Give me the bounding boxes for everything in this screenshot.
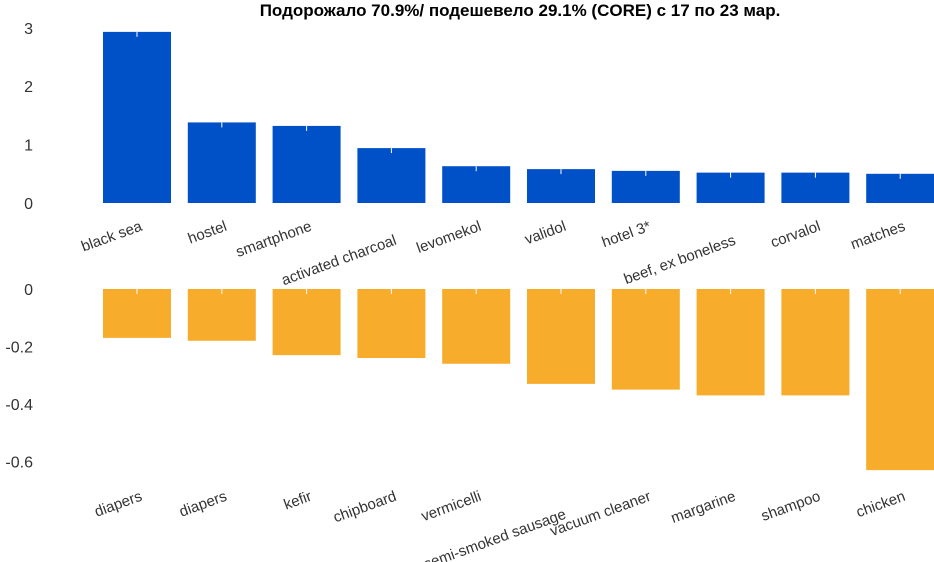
bar [272, 125, 341, 203]
bar [527, 169, 595, 203]
category-label: smartphone [234, 218, 314, 261]
category-label: activated charcoal [279, 232, 398, 289]
bar [272, 289, 341, 356]
bar [187, 289, 256, 341]
bar [357, 289, 426, 358]
category-label: kefir [282, 488, 314, 514]
y-tick-label: 0 [24, 196, 33, 213]
bar [781, 172, 850, 203]
bar [611, 289, 680, 390]
category-label: levomekol [414, 218, 483, 257]
category-label: corvalol [768, 218, 822, 252]
y-tick-label: 2 [24, 79, 33, 96]
category-label: hostel [186, 218, 229, 248]
bar [103, 289, 171, 338]
y-tick-label: -0.2 [5, 340, 33, 357]
bar [442, 166, 511, 203]
bar [187, 122, 256, 203]
y-tick-label: -0.4 [5, 397, 33, 414]
y-tick-label: -0.6 [5, 455, 33, 472]
bar [103, 31, 171, 203]
category-label: matches [848, 218, 907, 253]
category-label: beef, ex boneless [622, 232, 738, 288]
bar [781, 289, 850, 396]
bar [527, 289, 595, 384]
category-label: shampoo [759, 488, 823, 525]
bar [866, 289, 934, 471]
bar [696, 172, 765, 203]
category-label: diapers [177, 488, 229, 521]
category-label: margarine [669, 488, 738, 527]
y-tick-label: 1 [24, 138, 33, 155]
bar [696, 289, 765, 396]
category-label: chicken [854, 488, 908, 521]
category-label: hotel 3* [600, 218, 654, 251]
category-label: vermicelli [419, 488, 484, 525]
chart-title: Подорожало 70.9%/ подешевело 29.1% (CORE… [259, 1, 781, 20]
y-tick-label: 3 [24, 21, 33, 38]
category-label: validol [523, 218, 569, 249]
y-tick-label: 0 [24, 282, 33, 299]
bar [442, 289, 511, 364]
bar [357, 148, 426, 203]
category-label: black sea [79, 218, 145, 256]
bar [611, 170, 680, 203]
category-label: diapers [92, 488, 144, 521]
category-label: chipboard [331, 488, 399, 527]
